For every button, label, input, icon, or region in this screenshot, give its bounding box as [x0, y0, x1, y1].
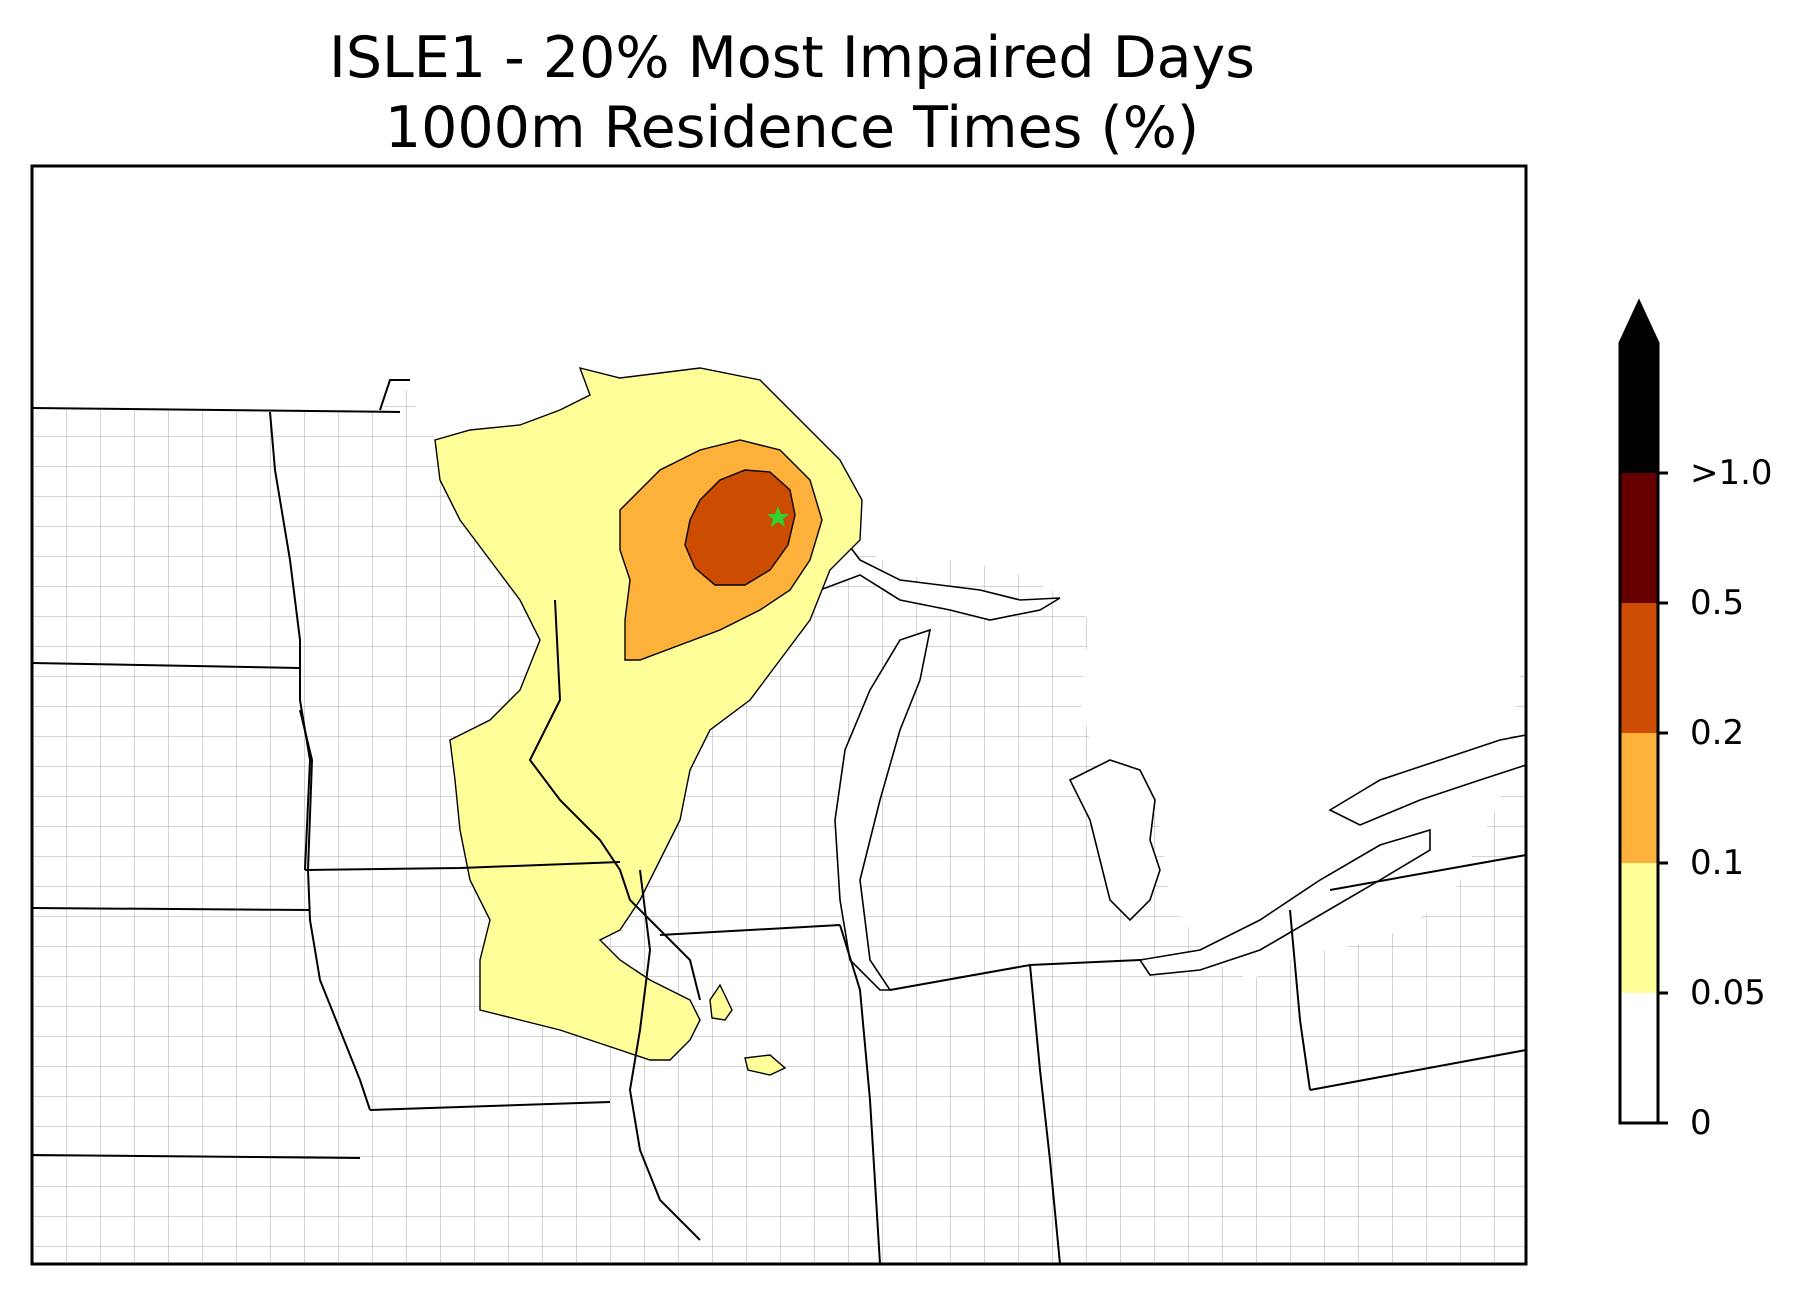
map-border	[30, 164, 1528, 1266]
colorbar-bin-0	[1620, 993, 1658, 1123]
colorbar-extend-arrow	[1620, 302, 1658, 343]
colorbar-bin-5	[1620, 343, 1658, 473]
lake-ontario	[1328, 734, 1526, 826]
site-marker-star-icon	[767, 506, 789, 527]
map-title-line2: 1000m Residence Times (%)	[384, 95, 1200, 161]
lake-huron	[1068, 759, 1161, 922]
contour-0.05-patch	[709, 983, 733, 1021]
map-area	[32, 166, 1526, 1264]
colorbar-bin-4	[1620, 473, 1658, 603]
lake-erie	[1138, 828, 1431, 976]
colorbar-bin-2	[1620, 733, 1658, 863]
map-title-line1: ISLE1 - 20% Most Impaired Days	[329, 25, 1255, 91]
colorbar-label-2: 0.1	[1690, 843, 1745, 883]
lake-michigan	[834, 628, 932, 991]
county-borders	[32, 380, 1526, 1264]
colorbar-label-0: 0	[1690, 1103, 1712, 1143]
state-borders	[32, 379, 1526, 1264]
colorbar-label-1: 0.05	[1690, 973, 1766, 1013]
colorbar-bin-3	[1620, 603, 1658, 733]
contour-0.05-patch2	[744, 1054, 787, 1076]
colorbar-label-5: >1.0	[1690, 453, 1773, 493]
contour-0.2	[684, 469, 796, 586]
colorbar-bin-1	[1620, 863, 1658, 993]
colorbar	[1618, 298, 1668, 1125]
colorbar-label-3: 0.2	[1690, 713, 1745, 753]
colorbar-label-4: 0.5	[1690, 583, 1745, 623]
